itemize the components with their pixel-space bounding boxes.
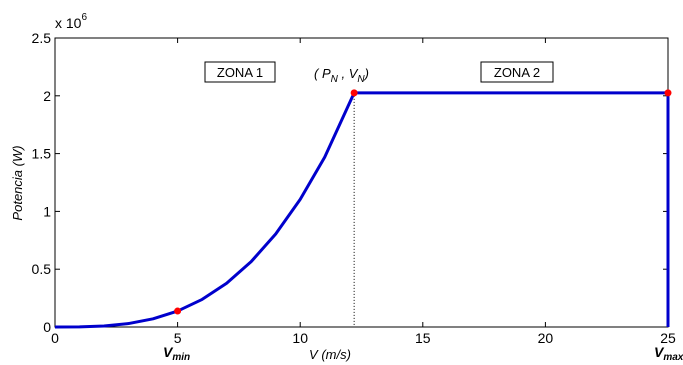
vmax-label: Vmax <box>654 344 683 363</box>
x-tick-label: 20 <box>538 330 554 346</box>
rated-point-label: ( PN , VN) <box>314 66 369 85</box>
zona2-box: ZONA 2 <box>480 61 554 83</box>
point-markers <box>174 89 672 315</box>
y-ticks: 0 0.5 1 1.5 2 2.5 <box>32 30 668 335</box>
data-point-marker <box>174 307 182 315</box>
data-point-marker <box>350 89 358 97</box>
x-tick-label: 25 <box>660 330 676 346</box>
y-tick-label: 1.5 <box>32 146 52 162</box>
data-point-marker <box>664 89 672 97</box>
y-tick-label: 0.5 <box>32 261 52 277</box>
zona2-label: ZONA 2 <box>494 65 540 80</box>
zona1-box: ZONA 1 <box>204 61 276 83</box>
plot-area <box>54 37 669 328</box>
power-curve-series-line <box>54 91 670 329</box>
x-tick-label: 0 <box>51 330 59 346</box>
y-tick-label: 1 <box>43 203 51 219</box>
x-tick-label: 15 <box>415 330 431 346</box>
zona2-frame <box>480 61 554 83</box>
y-tick-label: 2 <box>43 88 51 104</box>
y-multiplier-label: x 106 <box>55 12 87 31</box>
zona1-label: ZONA 1 <box>217 65 263 80</box>
zona1-frame <box>204 61 276 83</box>
x-tick-label: 5 <box>174 330 182 346</box>
x-axis-label: V (m/s) <box>309 347 351 362</box>
vmin-label: Vmin <box>163 344 190 363</box>
x-tick-label: 10 <box>292 330 308 346</box>
y-tick-label: 0 <box>43 319 51 335</box>
y-axis-label: Potencia (W) <box>10 145 25 220</box>
y-tick-label: 2.5 <box>32 30 52 46</box>
x-ticks: 0 5 10 15 20 25 <box>51 38 676 346</box>
